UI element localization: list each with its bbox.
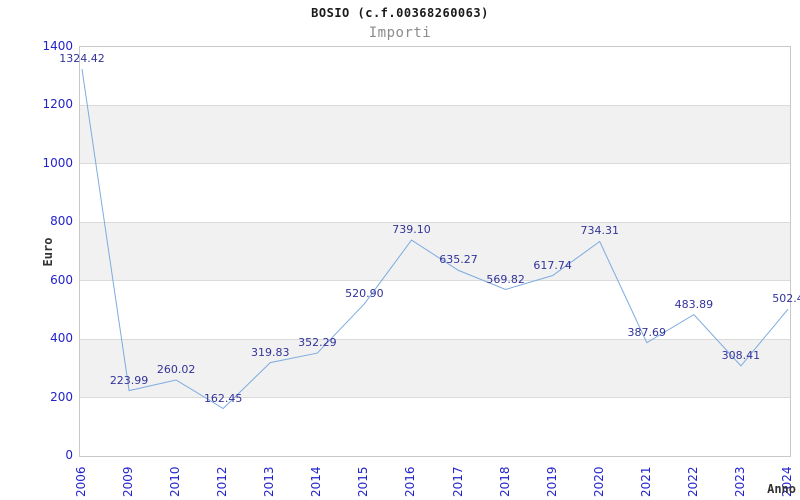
x-tick-label: 2013 bbox=[262, 466, 277, 497]
data-point-label: 739.10 bbox=[392, 223, 431, 237]
background-band bbox=[80, 222, 790, 281]
x-tick-label: 2006 bbox=[74, 466, 88, 497]
gridline bbox=[80, 397, 790, 399]
plot-area: 1324.42 223.99 260.02 162.45 319.83 352.29 520… bbox=[59, 46, 800, 457]
x-tick-label: 2017 bbox=[450, 466, 465, 497]
data-point-label: 387.69 bbox=[627, 325, 667, 339]
data-point-label: 502.4 bbox=[772, 292, 800, 306]
gridline bbox=[80, 221, 790, 223]
y-tick-label: 200 bbox=[50, 389, 73, 404]
x-tick-label: 2014 bbox=[309, 466, 324, 497]
data-point-label: 260.02 bbox=[156, 363, 196, 377]
data-point-label: 352.29 bbox=[298, 336, 337, 350]
y-tick-label: 600 bbox=[50, 272, 73, 287]
x-tick-label: 2023 bbox=[732, 466, 747, 497]
gridline bbox=[80, 104, 790, 106]
data-point-label: 483.89 bbox=[674, 297, 714, 311]
gridline bbox=[80, 163, 790, 165]
background-band bbox=[80, 339, 790, 398]
data-point-label: 1324.42 bbox=[59, 52, 105, 66]
data-point-label: 520.90 bbox=[345, 286, 384, 300]
x-axis-title: Anno bbox=[767, 482, 796, 496]
chart-title: BOSIO (c.f.00368260063) bbox=[311, 6, 489, 20]
gridline bbox=[80, 280, 790, 282]
data-point-label: 617.74 bbox=[533, 258, 572, 272]
x-tick-label: 2021 bbox=[638, 466, 653, 497]
y-tick-label: 1000 bbox=[42, 155, 73, 170]
data-point-label: 223.99 bbox=[109, 373, 149, 387]
data-point-label: 569.82 bbox=[486, 272, 525, 286]
data-point-label: 734.31 bbox=[580, 224, 619, 238]
x-tick-label: 2012 bbox=[215, 466, 230, 497]
gridline bbox=[80, 338, 790, 340]
line-path bbox=[81, 69, 789, 410]
y-tick-label: 400 bbox=[50, 331, 73, 346]
chart-subtitle: Importi bbox=[368, 25, 432, 41]
x-tick-label: 2019 bbox=[544, 466, 559, 497]
data-point-label: 162.45 bbox=[203, 391, 243, 405]
y-tick-label: 800 bbox=[50, 214, 73, 229]
y-tick-label: 1400 bbox=[42, 39, 73, 53]
y-tick-label: 0 bbox=[65, 448, 73, 462]
data-point-label: 308.41 bbox=[721, 348, 761, 362]
y-axis-title: Euro bbox=[41, 237, 55, 267]
x-tick-label: 2018 bbox=[497, 466, 512, 497]
x-tick-label: 2009 bbox=[121, 466, 136, 497]
y-tick-label: 1200 bbox=[42, 97, 73, 112]
background-band bbox=[80, 105, 790, 164]
data-point-label: 635.27 bbox=[439, 253, 478, 267]
x-tick-label: 2016 bbox=[403, 466, 418, 497]
x-tick-label: 2010 bbox=[168, 466, 183, 497]
data-point-label: 319.83 bbox=[251, 345, 290, 359]
line-series bbox=[81, 69, 789, 410]
x-tick-label: 2015 bbox=[356, 466, 371, 497]
x-tick-label: 2020 bbox=[591, 466, 606, 497]
x-tick-label: 2022 bbox=[685, 466, 700, 497]
